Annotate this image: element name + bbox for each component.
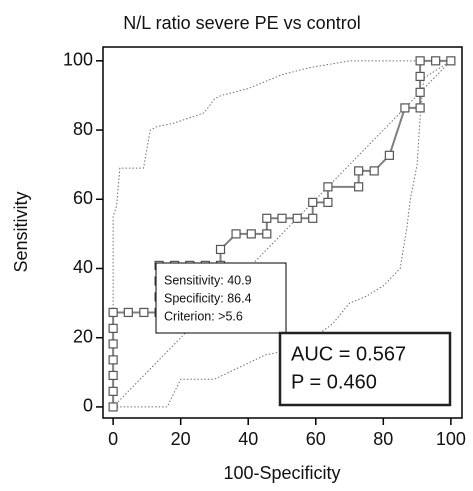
roc-point bbox=[415, 87, 425, 97]
roc-point bbox=[431, 56, 441, 66]
roc-point bbox=[308, 197, 318, 207]
roc-point bbox=[369, 166, 379, 176]
y-tick-label: 80 bbox=[73, 119, 93, 139]
auc-box bbox=[278, 331, 452, 407]
plot-frame bbox=[102, 46, 463, 419]
roc-point bbox=[323, 182, 333, 192]
y-tick-label: 40 bbox=[73, 257, 93, 277]
y-tick-label: 100 bbox=[63, 50, 93, 70]
x-tick-label: 20 bbox=[171, 429, 191, 449]
roc-point bbox=[108, 323, 118, 333]
x-tick-label: 0 bbox=[108, 429, 118, 449]
roc-point bbox=[108, 386, 118, 396]
x-tick-label: 40 bbox=[238, 429, 258, 449]
roc-point bbox=[446, 56, 456, 66]
criterion-box bbox=[155, 262, 287, 334]
roc-point bbox=[262, 213, 272, 223]
roc-point bbox=[108, 355, 118, 365]
auc-text: AUC = 0.567 bbox=[291, 343, 406, 365]
roc-point bbox=[123, 307, 133, 318]
criterion-text: Criterion: >5.6 bbox=[164, 309, 243, 323]
y-tick-label: 20 bbox=[73, 326, 93, 346]
roc-point bbox=[400, 103, 410, 113]
roc-point bbox=[292, 213, 302, 223]
x-axis-label: 100-Specificity bbox=[223, 463, 340, 483]
y-axis-label: Sensitivity bbox=[11, 191, 31, 272]
criterion-text: Sensitivity: 40.9 bbox=[164, 273, 252, 287]
roc-point bbox=[323, 197, 333, 207]
auc-text: P = 0.460 bbox=[291, 371, 377, 393]
roc-point bbox=[139, 307, 149, 318]
roc-point bbox=[108, 339, 118, 349]
confidence-line bbox=[112, 60, 452, 408]
chart-title: N/L ratio severe PE vs control bbox=[123, 13, 360, 33]
confidence-line bbox=[113, 60, 452, 408]
roc-point bbox=[415, 103, 425, 113]
y-tick-label: 60 bbox=[73, 188, 93, 208]
roc-point bbox=[215, 244, 226, 255]
criterion-text: Specificity: 86.4 bbox=[164, 291, 252, 305]
x-tick-label: 80 bbox=[373, 429, 393, 449]
roc-point bbox=[108, 402, 118, 412]
roc-point bbox=[415, 71, 425, 82]
roc-point bbox=[384, 150, 394, 160]
roc-point bbox=[415, 56, 425, 66]
roc-point bbox=[108, 370, 118, 381]
roc-point bbox=[308, 213, 318, 223]
roc-point bbox=[354, 166, 364, 176]
roc-point bbox=[262, 229, 272, 239]
roc-point bbox=[246, 229, 256, 239]
x-tick-label: 60 bbox=[306, 429, 326, 449]
y-tick-label: 0 bbox=[83, 396, 93, 416]
x-tick-label: 100 bbox=[436, 429, 466, 449]
roc-point bbox=[277, 213, 287, 223]
roc-point bbox=[354, 182, 364, 192]
roc-point bbox=[231, 229, 241, 239]
roc-point bbox=[108, 307, 118, 318]
